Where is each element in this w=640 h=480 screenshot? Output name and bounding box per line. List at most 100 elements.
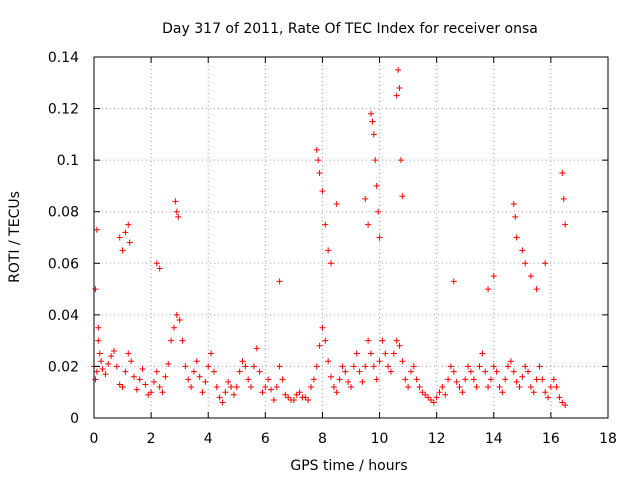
data-point (436, 389, 443, 396)
data-points (91, 66, 569, 409)
x-tick-label: 6 (261, 431, 270, 447)
data-point (153, 368, 160, 375)
data-point (547, 384, 554, 391)
data-point (499, 389, 506, 396)
data-point (98, 358, 105, 365)
data-point (353, 350, 360, 357)
data-point (439, 384, 446, 391)
data-point (485, 286, 492, 293)
data-point (202, 378, 209, 385)
y-tick-label: 0.04 (48, 308, 79, 324)
x-tick-label: 12 (428, 431, 446, 447)
data-point (162, 373, 169, 380)
data-point (416, 384, 423, 391)
data-point (395, 66, 402, 73)
y-tick-label: 0.06 (48, 256, 79, 272)
data-point (527, 384, 534, 391)
data-point (556, 394, 563, 401)
data-point (433, 394, 440, 401)
data-point (459, 389, 466, 396)
data-point (362, 195, 369, 202)
data-point (442, 391, 449, 398)
data-point (397, 157, 404, 164)
data-point (348, 384, 354, 391)
data-point (293, 391, 300, 398)
data-point (205, 363, 212, 370)
y-tick-label: 0.1 (57, 153, 79, 169)
data-point (185, 376, 192, 383)
data-point (330, 384, 337, 391)
x-tick-label: 14 (485, 431, 503, 447)
data-point (176, 317, 183, 324)
data-point (385, 363, 392, 370)
data-point (228, 384, 235, 391)
data-point (399, 358, 406, 365)
data-point (172, 198, 179, 205)
data-point (453, 378, 460, 385)
data-point (559, 399, 566, 406)
data-point (430, 399, 437, 406)
data-point (99, 366, 106, 373)
data-point (325, 247, 332, 254)
data-point (336, 376, 343, 383)
data-point (422, 391, 429, 398)
data-point (108, 353, 115, 360)
data-point (130, 373, 137, 380)
x-tick-label: 16 (542, 431, 560, 447)
data-point (105, 360, 112, 367)
data-point (482, 368, 489, 375)
data-point (493, 368, 500, 375)
data-point (545, 394, 552, 401)
data-point (375, 208, 382, 215)
data-point (333, 200, 340, 207)
data-point (522, 363, 529, 370)
data-point (133, 386, 140, 393)
data-point (379, 337, 386, 344)
data-point (533, 286, 540, 293)
data-point (173, 208, 180, 215)
y-tick-label: 0.14 (48, 50, 79, 66)
data-point (93, 226, 100, 233)
data-point (550, 376, 557, 383)
chart-title: Day 317 of 2011, Rate Of TEC Index for r… (162, 21, 538, 37)
x-tick-label: 10 (371, 431, 389, 447)
data-point (485, 384, 492, 391)
data-point (322, 337, 329, 344)
data-point (125, 221, 132, 228)
data-point (150, 378, 157, 385)
data-point (396, 84, 403, 91)
data-point (290, 396, 297, 403)
data-point (265, 376, 272, 383)
data-point (427, 396, 434, 403)
data-point (256, 368, 263, 375)
data-point (525, 368, 532, 375)
data-point (445, 376, 452, 383)
data-point (245, 376, 252, 383)
y-tick-label: 0.02 (48, 359, 79, 375)
data-point (119, 384, 126, 391)
data-point (382, 350, 389, 357)
data-point (173, 311, 180, 318)
data-point (145, 391, 152, 398)
data-point (96, 350, 103, 357)
data-point (365, 337, 372, 344)
data-point (319, 324, 326, 331)
data-point (216, 394, 223, 401)
data-point (322, 221, 329, 228)
data-point (542, 260, 549, 267)
data-point (328, 373, 335, 380)
data-point (356, 368, 363, 375)
data-point (560, 195, 567, 202)
data-point (208, 350, 215, 357)
data-point (276, 363, 283, 370)
data-point (367, 110, 374, 117)
data-point (542, 389, 549, 396)
data-point (250, 363, 257, 370)
data-point (519, 247, 526, 254)
data-point (342, 368, 349, 375)
data-point (413, 376, 420, 383)
data-point (333, 389, 340, 396)
data-point (319, 188, 326, 195)
data-point (156, 384, 163, 391)
